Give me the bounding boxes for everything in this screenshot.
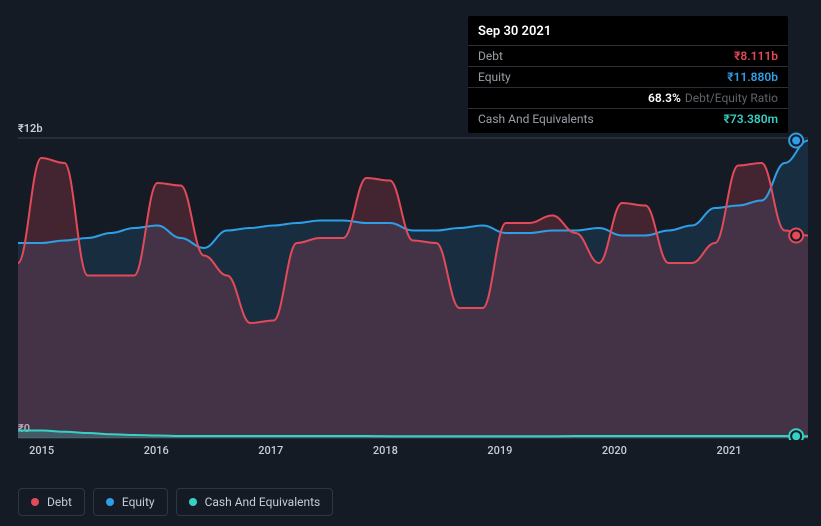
chart-legend: Debt Equity Cash And Equivalents: [18, 488, 333, 516]
debt-legend-dot: [31, 498, 39, 506]
cash-marker-dot: [792, 432, 800, 440]
equity-marker-dot: [792, 137, 800, 145]
x-tick-label: 2016: [144, 444, 169, 457]
tooltip-row: Debt ₹8.111b: [468, 45, 788, 66]
legend-label: Equity: [122, 495, 155, 509]
equity-legend-dot: [106, 498, 114, 506]
tooltip-label: Equity: [478, 70, 511, 84]
tooltip-row: 68.3%Debt/Equity Ratio: [468, 87, 788, 108]
chart-area: ₹12b ₹0: [18, 120, 808, 460]
x-tick-label: 2015: [29, 444, 54, 457]
legend-item-equity[interactable]: Equity: [93, 488, 168, 516]
tooltip-date: Sep 30 2021: [468, 20, 788, 45]
tooltip-value: 68.3%Debt/Equity Ratio: [648, 91, 778, 105]
x-tick-label: 2018: [373, 444, 398, 457]
legend-item-debt[interactable]: Debt: [18, 488, 85, 516]
cash-legend-dot: [189, 498, 197, 506]
x-tick-label: 2020: [602, 444, 627, 457]
chart-svg: [18, 120, 808, 440]
debt-marker-dot: [792, 232, 800, 240]
legend-label: Cash And Equivalents: [205, 495, 321, 509]
tooltip-value: ₹8.111b: [734, 49, 778, 63]
chart-tooltip: Sep 30 2021 Debt ₹8.111b Equity ₹11.880b 68.…: [468, 16, 788, 133]
legend-label: Debt: [47, 495, 72, 509]
tooltip-value: ₹11.880b: [727, 70, 778, 84]
tooltip-row: Equity ₹11.880b: [468, 66, 788, 87]
x-tick-label: 2017: [258, 444, 283, 457]
legend-item-cash[interactable]: Cash And Equivalents: [176, 488, 334, 516]
x-tick-label: 2019: [487, 444, 512, 457]
debt-area: [18, 158, 808, 438]
tooltip-label: Debt: [478, 49, 503, 63]
x-tick-label: 2021: [716, 444, 741, 457]
